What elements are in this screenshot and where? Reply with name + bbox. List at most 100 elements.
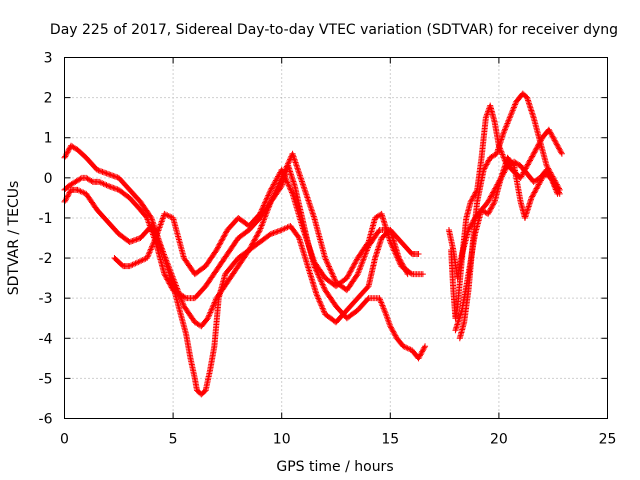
data-point — [545, 169, 552, 176]
data-point — [518, 173, 525, 180]
data-point — [277, 227, 284, 234]
data-point — [510, 105, 517, 112]
data-point — [214, 244, 221, 251]
data-point — [317, 275, 324, 282]
data-point — [129, 261, 136, 268]
data-point — [529, 153, 536, 160]
data-point — [388, 325, 395, 332]
data-point — [107, 183, 114, 190]
data-point — [422, 343, 429, 350]
data-point — [148, 245, 155, 252]
data-point — [393, 251, 400, 258]
y-tick-label: 3 — [44, 51, 53, 67]
data-point — [274, 174, 281, 181]
data-point — [469, 196, 476, 203]
data-point — [359, 259, 366, 266]
data-point — [485, 197, 492, 204]
data-point — [470, 193, 477, 200]
data-point — [201, 388, 208, 395]
data-point — [128, 238, 135, 245]
data-point — [258, 208, 265, 215]
data-point — [509, 107, 516, 114]
data-point — [533, 185, 540, 192]
data-point — [530, 150, 537, 157]
data-point — [364, 296, 371, 303]
data-point — [502, 124, 509, 131]
data-point — [529, 152, 536, 159]
data-point — [264, 206, 271, 213]
data-point — [317, 299, 324, 306]
data-point — [325, 263, 332, 270]
data-point — [282, 175, 289, 182]
data-point — [144, 255, 151, 262]
data-point — [263, 196, 270, 203]
x-axis-label: GPS time / hours — [276, 459, 393, 475]
data-point — [74, 186, 81, 193]
data-point — [322, 255, 329, 262]
data-point — [471, 192, 478, 199]
data-point — [534, 184, 541, 191]
data-point — [254, 230, 261, 237]
data-point — [527, 156, 534, 163]
data-point — [162, 211, 169, 218]
data-point — [556, 146, 563, 153]
data-point — [272, 187, 279, 194]
y-axis-label: SDTVAR / TECUs — [6, 181, 22, 296]
data-point — [260, 216, 267, 223]
data-point — [378, 301, 385, 308]
data-point — [274, 184, 281, 191]
data-point — [106, 183, 113, 190]
data-point — [526, 158, 533, 165]
data-point — [266, 203, 273, 210]
data-point — [103, 170, 110, 177]
data-point — [551, 137, 558, 144]
data-point — [204, 315, 211, 322]
data-point — [134, 236, 141, 243]
data-point — [279, 169, 286, 176]
x-tick-label: 20 — [490, 432, 508, 448]
data-point — [280, 171, 287, 178]
data-point — [114, 186, 121, 193]
data-point — [360, 256, 367, 263]
data-point — [286, 157, 293, 164]
data-point — [64, 193, 71, 200]
data-point — [283, 176, 290, 183]
data-point — [331, 274, 338, 281]
data-point — [393, 253, 400, 260]
data-point — [505, 117, 512, 124]
data-point — [260, 202, 267, 209]
data-point — [254, 232, 261, 239]
data-point — [506, 116, 513, 123]
data-point — [501, 127, 508, 134]
data-point — [214, 245, 221, 252]
data-point — [553, 141, 560, 148]
data-point — [220, 235, 227, 241]
data-point — [161, 271, 168, 278]
data-point — [481, 165, 488, 172]
data-point — [179, 300, 186, 307]
x-tick-labels: 0 5 10 15 20 25 — [60, 432, 616, 448]
data-point — [536, 180, 543, 187]
data-point — [547, 173, 554, 180]
data-point — [113, 173, 120, 180]
data-point — [379, 302, 386, 309]
data-point — [135, 259, 142, 266]
data-point — [220, 233, 227, 240]
data-point — [378, 299, 385, 306]
data-point — [267, 188, 274, 195]
data-point — [388, 324, 395, 331]
data-point — [499, 151, 506, 158]
data-point — [351, 261, 358, 268]
data-point — [206, 310, 213, 317]
data-point — [252, 235, 259, 241]
data-point — [132, 260, 139, 267]
data-point — [555, 145, 562, 152]
data-point — [467, 198, 474, 205]
data-point — [546, 172, 553, 179]
data-point — [262, 212, 269, 219]
data-point — [251, 236, 258, 243]
data-point — [503, 121, 510, 128]
data-point — [501, 168, 508, 175]
data-point — [259, 221, 266, 228]
data-point — [544, 168, 551, 175]
